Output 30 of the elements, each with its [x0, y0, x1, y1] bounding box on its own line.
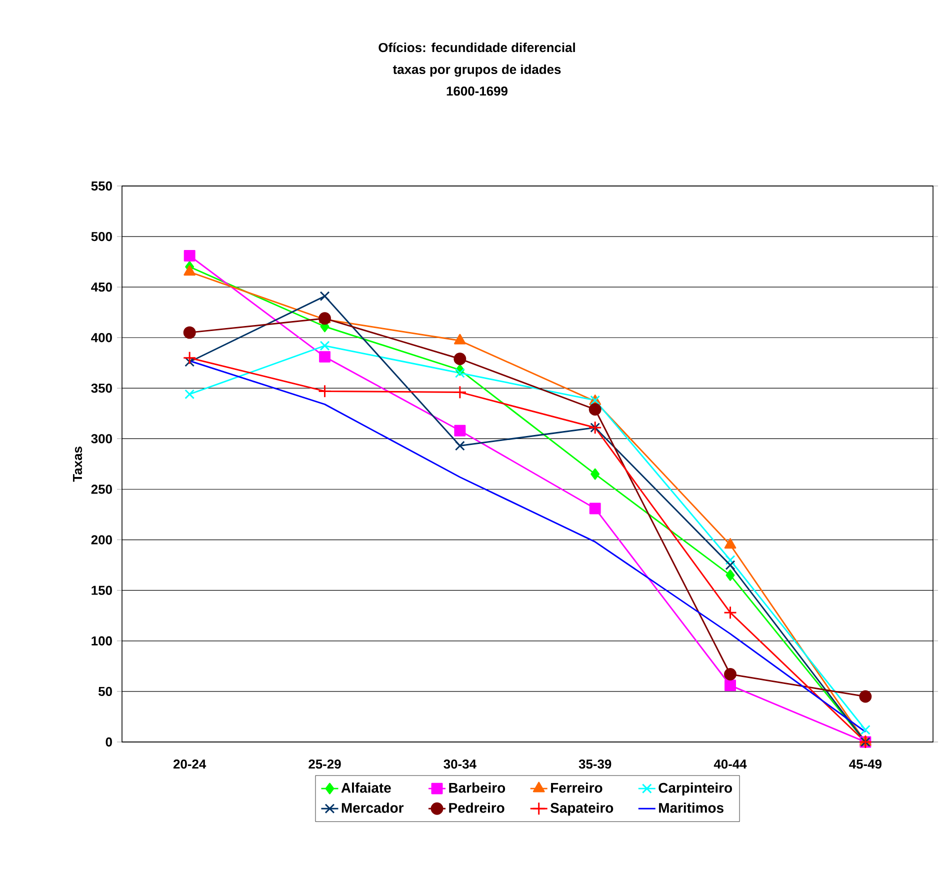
legend-label: Sapateiro — [550, 802, 614, 816]
y-tick-label: 400 — [91, 333, 112, 342]
legend-label: Barbeiro — [449, 782, 506, 793]
x-tick-label: 30-34 — [444, 760, 476, 769]
y-tick-label: 0 — [106, 737, 112, 747]
y-tick-label: 350 — [91, 384, 112, 393]
legend-label: Carpinteiro — [658, 782, 732, 796]
y-axis-title: Taxas — [73, 446, 82, 482]
x-tick-label: 45-49 — [849, 760, 882, 769]
legend-label: Pedreiro — [449, 802, 504, 813]
y-tick-label: 500 — [91, 232, 112, 242]
legend-label: Ferreiro — [551, 782, 602, 793]
y-tick-label: 300 — [91, 434, 112, 444]
y-tick-label: 150 — [92, 586, 112, 595]
legend-label: Mercador — [342, 802, 404, 813]
x-tick-label: 25-29 — [308, 760, 341, 769]
y-tick-label: 200 — [91, 535, 112, 544]
y-tick-label: 550 — [91, 181, 112, 191]
y-tick-label: 100 — [92, 636, 112, 646]
y-tick-label: 50 — [98, 686, 112, 696]
y-tick-label: 450 — [91, 282, 112, 292]
x-tick-label: 35-39 — [578, 760, 612, 769]
x-tick-label: 20-24 — [173, 760, 206, 769]
legend-label: Alfaiate — [341, 782, 391, 793]
text: 1600-1699 — [446, 86, 508, 96]
legend-label: Maritimos — [659, 802, 724, 813]
y-tick-label: 250 — [91, 484, 112, 494]
chart-subtitle: taxas por grupos de idades — [392, 64, 561, 77]
x-tick-label: 40-44 — [714, 760, 747, 769]
chart-title: Ofícios: fecundidade diferencial — [378, 42, 575, 52]
